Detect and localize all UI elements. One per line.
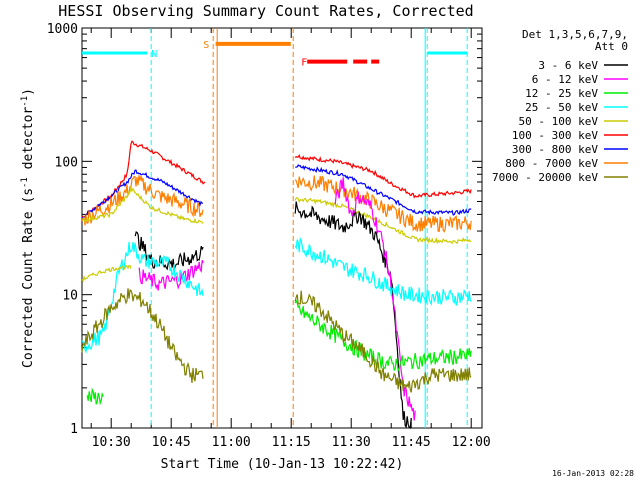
data-trace — [294, 299, 472, 372]
data-trace — [81, 185, 204, 224]
x-axis-label: Start Time (10-Jan-13 10:22:42) — [161, 457, 404, 472]
data-trace — [81, 175, 204, 226]
legend-label: 25 - 50 keV — [525, 101, 598, 114]
legend-label: 7000 - 20000 keV — [492, 171, 598, 184]
data-trace — [81, 169, 203, 219]
data-trace — [138, 259, 204, 291]
legend-header-2: Att 0 — [595, 40, 628, 53]
legend-label: 6 - 12 keV — [532, 73, 599, 86]
legend-header-1: Det 1,3,5,6,7,9, — [522, 28, 628, 41]
legend-label: 300 - 800 keV — [512, 143, 598, 156]
data-trace — [81, 241, 204, 354]
data-trace — [294, 175, 472, 233]
y-axis-label: Corrected Count Rate (s-1 detector-1) — [20, 88, 36, 368]
data-trace — [295, 163, 472, 216]
x-tick-label: 10:45 — [152, 435, 191, 450]
flag-letter: N — [151, 49, 157, 60]
y-tick-label: 100 — [55, 155, 78, 170]
x-tick-label: 11:30 — [332, 435, 371, 450]
data-trace — [81, 264, 132, 283]
plot-frame — [81, 27, 483, 429]
x-tick-label: 11:45 — [392, 435, 431, 450]
x-tick-label: 12:00 — [452, 435, 491, 450]
legend-label: 50 - 100 keV — [519, 115, 599, 128]
flag-letter: F — [301, 58, 307, 69]
data-trace — [294, 196, 472, 245]
x-tick-label: 11:15 — [272, 435, 311, 450]
legend-label: 100 - 300 keV — [512, 129, 598, 142]
footer-date: 16-Jan-2013 02:28 — [552, 469, 634, 478]
data-trace — [81, 140, 206, 219]
y-tick-label: 10 — [62, 289, 78, 304]
data-trace — [334, 177, 416, 421]
chart-title: HESSI Observing Summary Count Rates, Cor… — [58, 2, 473, 20]
legend-label: 12 - 25 keV — [525, 87, 598, 100]
data-trace — [294, 236, 472, 307]
legend-label: 3 - 6 keV — [538, 59, 598, 72]
y-tick-label: 1000 — [47, 22, 78, 37]
legend-label: 800 - 7000 keV — [505, 157, 598, 170]
data-trace — [81, 288, 204, 383]
data-trace — [86, 387, 104, 406]
flag-letter: S — [203, 40, 209, 51]
data-trace — [294, 153, 472, 199]
plot-area: 1 10 100 1000 10:30 10:45 11:00 11:15 11:30 11:45… — [47, 22, 491, 450]
x-tick-label: 10:30 — [92, 435, 131, 450]
x-tick-label: 11:00 — [212, 435, 251, 450]
data-trace — [294, 290, 472, 393]
y-tick-label: 1 — [70, 422, 78, 437]
